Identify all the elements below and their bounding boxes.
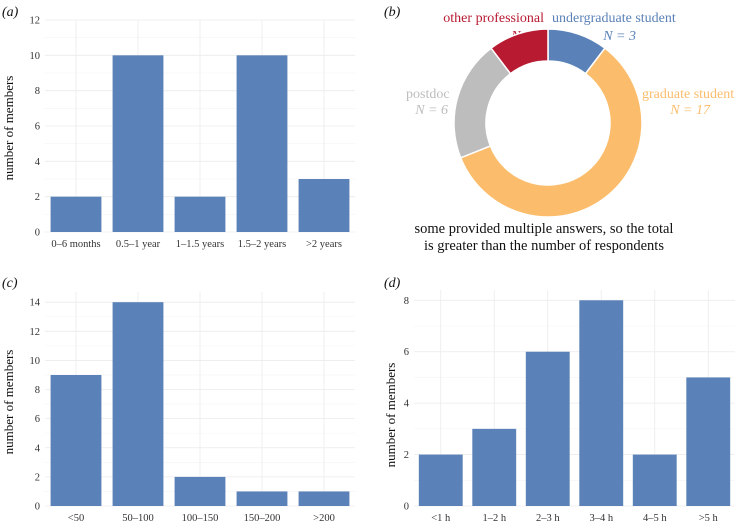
y-tick-label: 2 [404,450,409,461]
slice-label-other: other professional [443,11,544,26]
panel-label-a: (a) [2,5,19,20]
bar-d-0 [418,454,463,506]
bar-d-2 [525,351,570,506]
chart-c-distribution: 0 2 4 6 8 10 12 14 <50 50–100 100–150 150–200 >200 nu… [1,292,355,524]
donut-note-line-1: some provided multiple answers, so the t… [415,221,674,237]
bar-d-1 [472,428,517,506]
bar-a-1 [112,55,164,233]
bar-c-3 [236,491,288,506]
x-tick-label: 1–1.5 years [176,239,224,250]
bar-a-4 [298,179,350,232]
y-tick-label: 4 [404,399,410,410]
y-tick-label: 6 [35,122,40,133]
bar-c-1 [112,302,164,506]
y-tick-label: 8 [404,296,409,307]
donut-slice-0 [490,28,549,75]
y-tick-label: 12 [30,327,41,338]
donut-slice-3 [453,47,512,159]
x-tick-label: >5 h [699,513,719,524]
y-tick-label: 6 [404,347,409,358]
y-tick-label: 12 [30,16,41,27]
x-tick-label: 1.5–2 years [238,239,286,250]
slice-n-undergrad: N = 3 [602,29,636,44]
y-tick-label: 0 [404,502,409,513]
y-tick-label: 0 [35,502,40,513]
chart-c-ylabel: number of members [1,350,16,455]
panel-label-b: (b) [384,5,401,20]
chart-d-hours: 0 2 4 6 8 <1 h 1–2 h 2–3 h 3–4 h 4–5 h >5 h number … [383,290,735,524]
bar-a-3 [236,55,288,233]
x-tick-label: 150–200 [244,513,281,524]
slice-label-postdoc: postdoc [406,87,450,102]
y-tick-label: 2 [35,472,40,483]
chart-d-ylabel: number of members [383,363,398,468]
y-tick-label: 14 [30,298,41,309]
y-tick-label: 10 [30,51,41,62]
panel-label-d: (d) [384,276,401,291]
bar-d-5 [686,377,731,506]
x-tick-label: >2 years [306,239,342,250]
slice-n-graduate: N = 17 [669,103,711,118]
y-tick-label: 6 [35,414,40,425]
chart-b-roles-donut: other professional N = 3 undergraduate s… [406,11,734,254]
x-tick-label: 50–100 [122,513,154,524]
x-tick-label: 1–2 h [482,513,506,524]
y-tick-label: 8 [35,385,40,396]
bar-c-4 [298,491,350,506]
donut-note-line-2: is greater than the number of respondent… [424,238,664,254]
y-tick-label: 2 [35,192,40,203]
y-tick-label: 4 [35,443,41,454]
x-tick-label: 4–5 h [643,513,667,524]
x-tick-label: 3–4 h [589,513,613,524]
y-tick-label: 10 [30,356,41,367]
slice-n-postdoc: N = 6 [414,103,448,118]
panel-label-c: (c) [2,276,18,291]
slice-label-graduate: graduate student [642,87,734,102]
donut-slice-2 [459,47,643,218]
chart-a-ylabel: number of members [1,76,16,181]
x-tick-label: <50 [68,513,84,524]
x-tick-label: >200 [313,513,335,524]
y-tick-label: 4 [35,157,41,168]
x-tick-label: 0.5–1 year [116,239,161,250]
bar-d-3 [579,300,624,506]
bar-a-2 [174,196,226,232]
x-tick-label: <1 h [431,513,451,524]
bar-c-0 [50,374,102,506]
y-tick-label: 8 [35,86,40,97]
x-tick-label: 2–3 h [536,513,560,524]
slice-label-undergrad: undergraduate student [552,11,676,26]
x-tick-label: 100–150 [182,513,219,524]
y-tick-label: 0 [35,228,40,239]
bar-c-2 [174,476,226,506]
chart-a-tenure: 0 2 4 6 8 10 12 0–6 months 0.5–1 year 1–1.5 years… [1,16,355,250]
bar-a-0 [50,196,102,232]
x-tick-label: 0–6 months [51,239,100,250]
bar-d-4 [632,454,677,506]
